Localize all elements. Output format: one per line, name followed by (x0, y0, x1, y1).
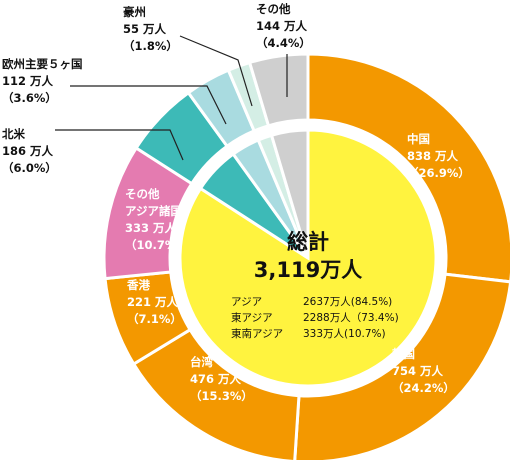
center-title: 総計 (287, 230, 329, 254)
breakdown-value-southeast-asia: 333万人(10.7%) (303, 328, 386, 340)
leader-line-2 (179, 35, 253, 107)
outer-label-2: 台湾 476 万人（15.3%） (190, 355, 253, 403)
breakdown-value-asia: 2637万人(84.5%) (303, 296, 392, 308)
outer-ring (102, 52, 510, 460)
outer-ring-slice-8 (247, 52, 310, 128)
leader-line-0 (55, 129, 184, 161)
breakdown-value-east-asia: 2288万人（73.4%) (303, 312, 399, 324)
breakdown-label-southeast-asia: 東南アジア (231, 327, 283, 340)
outer-label-7: 豪州 55 万人（1.8%） (123, 5, 178, 53)
breakdown-label-east-asia: 東アジア (231, 311, 273, 324)
outer-label-5: 北米 186 万人（6.0%） (2, 127, 57, 175)
breakdown-label-asia: アジア (231, 296, 262, 308)
breakdown-table: アジア 2637万人(84.5%) 東アジア 2288万人（73.4%) 東南ア… (231, 296, 399, 340)
outer-ring-slice-1 (293, 272, 510, 460)
outer-ring-slice-0 (306, 52, 510, 284)
outer-label-8: その他 144 万人（4.4%） (256, 2, 311, 50)
outer-label-1: 韓国 754 万人（24.2%） (392, 347, 455, 395)
leader-lines (55, 35, 288, 161)
center-total: 3,119万人 (254, 258, 362, 282)
outer-label-3: 香港 221 万人（7.1%） (126, 278, 182, 326)
center-summary: 総計 3,119万人 (254, 230, 362, 282)
outer-label-6: 欧州主要５ヶ国 112 万人（3.6%） (2, 57, 83, 105)
inner-ring (178, 128, 438, 388)
outer-label-4: その他アジア諸国 333 万人（10.7%） (125, 187, 188, 252)
inner-ring-slice-4 (269, 128, 310, 259)
outer-labels: 中国 838 万人（26.9%） 韓国 754 万人（24.2%） 台湾 476 万人（1… (2, 2, 470, 403)
outer-label-0: 中国 838 万人（26.9%） (407, 132, 470, 180)
leader-line-1 (70, 85, 227, 125)
